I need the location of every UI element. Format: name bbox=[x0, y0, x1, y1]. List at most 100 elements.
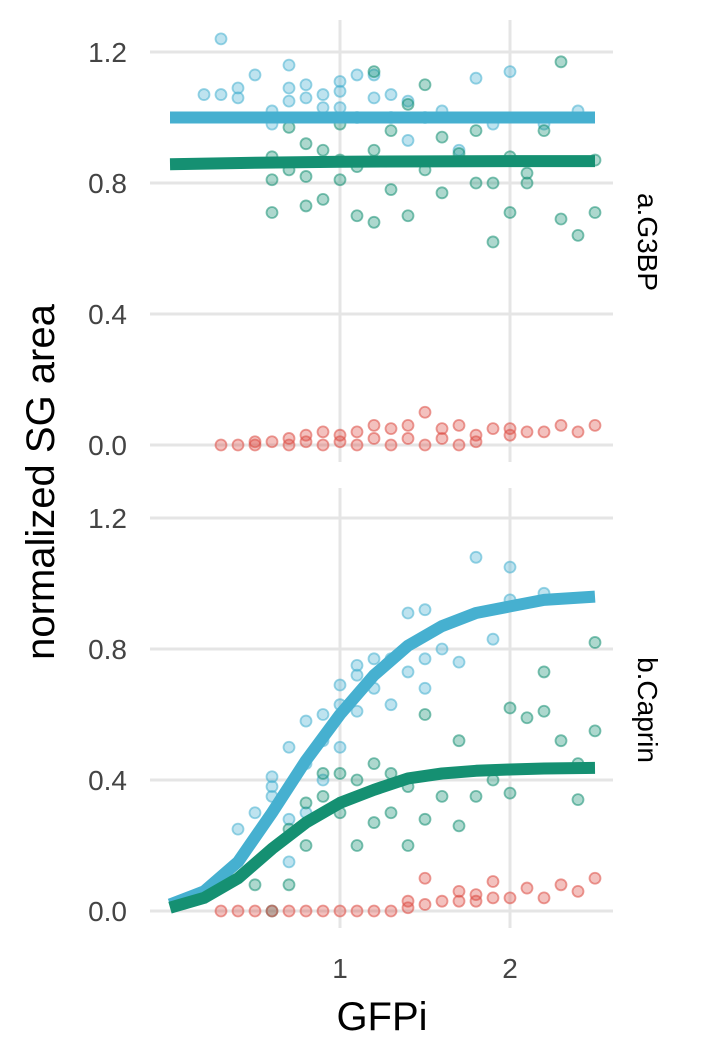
data-point bbox=[367, 757, 381, 771]
data-point bbox=[418, 603, 432, 617]
data-point bbox=[282, 58, 296, 72]
data-point bbox=[435, 789, 449, 803]
data-point bbox=[299, 170, 313, 183]
data-point bbox=[554, 55, 568, 69]
data-point bbox=[384, 88, 398, 101]
data-point bbox=[503, 428, 517, 442]
data-point bbox=[571, 884, 585, 898]
data-point bbox=[571, 793, 585, 807]
y-axis-title: normalized SG area bbox=[19, 303, 63, 659]
data-point bbox=[435, 422, 449, 436]
x-axis-title: GFPi bbox=[336, 995, 427, 1039]
data-point bbox=[520, 176, 534, 190]
data-point bbox=[384, 806, 398, 820]
data-point bbox=[435, 894, 449, 908]
y-tick-label: 0.8 bbox=[88, 168, 127, 199]
data-point bbox=[299, 78, 313, 92]
data-point bbox=[418, 681, 432, 695]
data-point bbox=[367, 91, 381, 105]
data-point bbox=[367, 904, 381, 918]
data-point bbox=[265, 904, 279, 918]
data-point bbox=[231, 822, 245, 836]
data-point bbox=[214, 32, 228, 46]
data-point bbox=[350, 904, 364, 918]
data-point bbox=[452, 819, 466, 833]
data-point bbox=[588, 418, 602, 432]
data-point bbox=[384, 438, 398, 452]
data-point bbox=[333, 740, 347, 754]
data-point bbox=[299, 199, 313, 213]
data-point bbox=[452, 894, 466, 908]
data-point bbox=[401, 134, 415, 147]
data-point bbox=[537, 665, 551, 679]
data-point bbox=[384, 124, 398, 138]
fit-line bbox=[169, 155, 595, 171]
data-point bbox=[520, 425, 534, 439]
strip-label-g3bp: a.G3BP bbox=[632, 193, 663, 291]
data-point bbox=[486, 176, 500, 190]
data-point bbox=[282, 904, 296, 918]
data-point bbox=[231, 438, 245, 452]
data-point bbox=[554, 418, 568, 432]
data-point bbox=[316, 425, 330, 439]
data-point bbox=[384, 904, 398, 918]
data-point bbox=[503, 560, 517, 574]
data-point bbox=[520, 881, 534, 895]
data-point bbox=[214, 904, 228, 918]
data-point bbox=[231, 904, 245, 918]
data-point bbox=[367, 65, 381, 79]
data-point bbox=[248, 878, 262, 892]
data-point bbox=[350, 668, 364, 682]
data-point bbox=[520, 166, 534, 180]
data-point bbox=[367, 816, 381, 829]
data-point bbox=[401, 418, 415, 432]
data-point bbox=[367, 652, 381, 666]
data-point bbox=[282, 855, 296, 869]
data-point bbox=[282, 432, 296, 445]
panel-g3bp: 0.0 0.4 0.8 1.2 bbox=[88, 20, 613, 462]
data-point bbox=[316, 767, 330, 780]
data-point bbox=[333, 678, 347, 692]
data-point bbox=[469, 176, 483, 190]
data-point bbox=[571, 228, 585, 242]
y-tick-label: 1.2 bbox=[88, 37, 127, 68]
data-point bbox=[282, 812, 296, 826]
data-point bbox=[588, 871, 602, 885]
data-point bbox=[401, 665, 415, 679]
data-point bbox=[452, 418, 466, 432]
data-point bbox=[452, 655, 466, 669]
data-point bbox=[333, 75, 347, 88]
data-point bbox=[248, 806, 262, 820]
data-point bbox=[316, 143, 330, 157]
data-point bbox=[418, 812, 432, 826]
data-point bbox=[401, 94, 415, 108]
data-point bbox=[231, 91, 245, 105]
data-point bbox=[418, 405, 432, 419]
data-point bbox=[588, 636, 602, 649]
data-point bbox=[486, 235, 500, 249]
data-point bbox=[265, 173, 279, 187]
data-point bbox=[486, 875, 500, 888]
data-point bbox=[350, 68, 364, 82]
y-tick-label: 0.4 bbox=[88, 765, 127, 796]
data-point bbox=[282, 94, 296, 108]
strip-label-caprin: b.Caprin bbox=[632, 657, 663, 763]
data-point bbox=[367, 418, 381, 432]
data-point bbox=[503, 65, 517, 79]
data-point bbox=[350, 658, 364, 672]
data-point bbox=[520, 711, 534, 725]
y-tick-label: 0.8 bbox=[88, 634, 127, 665]
data-point bbox=[265, 780, 279, 793]
data-point bbox=[503, 701, 517, 715]
data-point bbox=[554, 878, 568, 892]
data-point bbox=[282, 878, 296, 892]
data-point bbox=[384, 183, 398, 196]
data-point bbox=[435, 130, 449, 144]
data-point bbox=[469, 428, 483, 442]
data-point bbox=[469, 550, 483, 564]
data-point bbox=[316, 708, 330, 721]
data-point bbox=[401, 209, 415, 223]
data-point bbox=[452, 884, 466, 898]
data-point bbox=[469, 124, 483, 138]
